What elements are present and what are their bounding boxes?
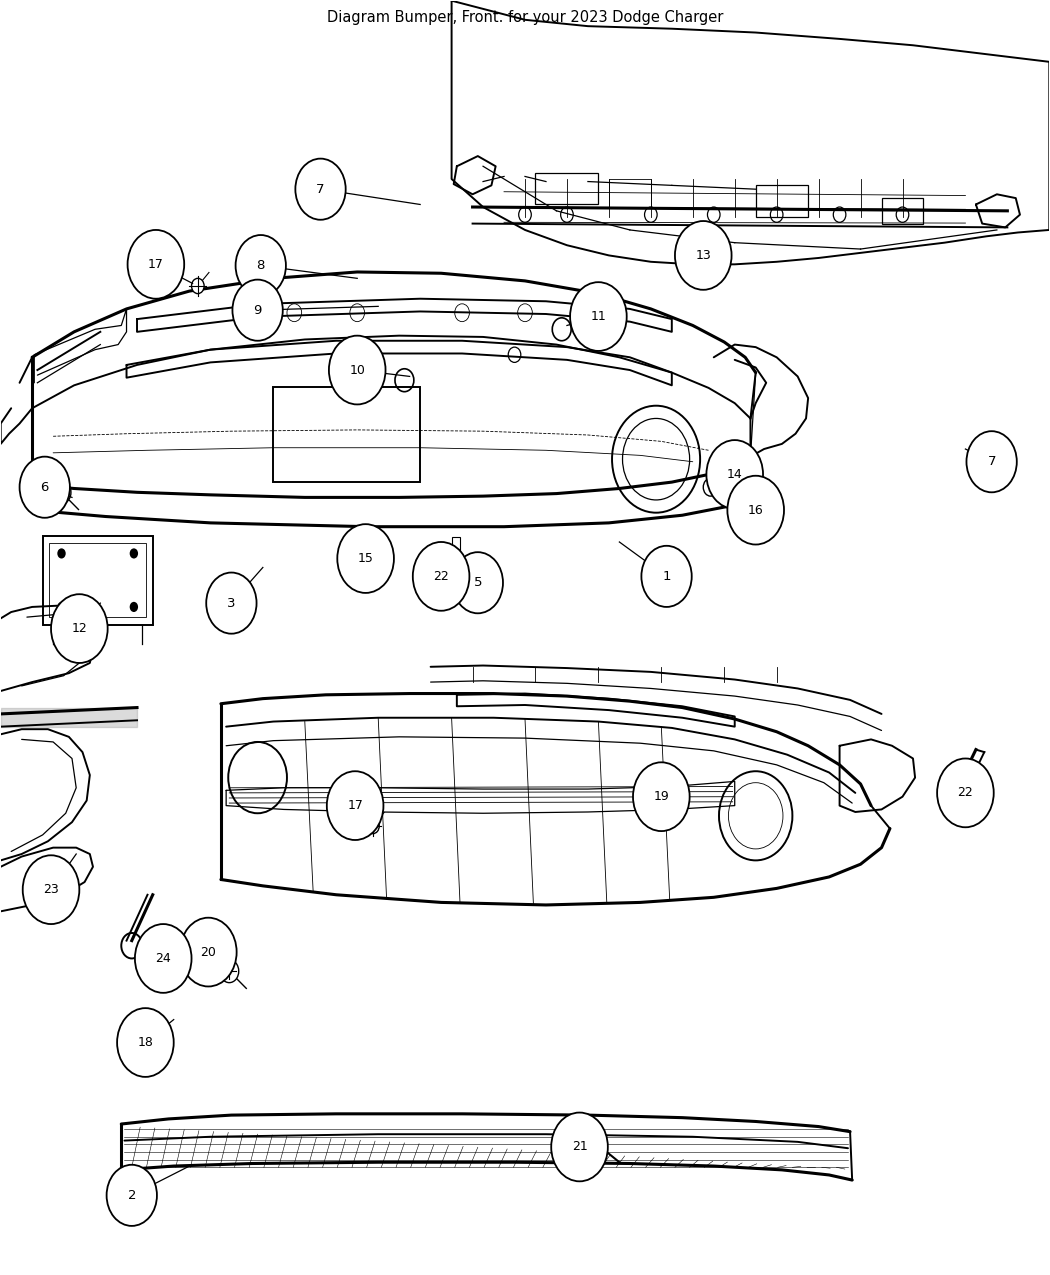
Text: 13: 13 xyxy=(695,249,711,261)
Circle shape xyxy=(704,478,718,496)
Circle shape xyxy=(675,221,732,289)
Circle shape xyxy=(327,771,383,840)
Text: 16: 16 xyxy=(748,504,763,516)
Text: 11: 11 xyxy=(590,310,606,323)
Circle shape xyxy=(232,279,282,340)
Text: 5: 5 xyxy=(474,576,482,589)
Text: 24: 24 xyxy=(155,952,171,965)
Circle shape xyxy=(180,918,236,987)
Circle shape xyxy=(337,524,394,593)
Text: 22: 22 xyxy=(958,787,973,799)
Circle shape xyxy=(551,1113,608,1182)
Text: 9: 9 xyxy=(253,303,261,316)
Text: 18: 18 xyxy=(138,1037,153,1049)
Bar xyxy=(452,537,460,555)
Bar xyxy=(536,172,598,204)
Circle shape xyxy=(58,602,66,612)
Circle shape xyxy=(368,565,379,578)
Circle shape xyxy=(20,456,70,518)
Text: 10: 10 xyxy=(350,363,365,376)
Text: 3: 3 xyxy=(227,597,235,609)
Text: 23: 23 xyxy=(43,884,59,896)
Circle shape xyxy=(329,335,385,404)
Circle shape xyxy=(937,759,993,827)
Bar xyxy=(609,179,651,207)
Text: 15: 15 xyxy=(358,552,374,565)
Text: 17: 17 xyxy=(348,799,363,812)
Circle shape xyxy=(732,506,751,529)
Circle shape xyxy=(129,602,138,612)
Circle shape xyxy=(219,960,238,983)
Bar xyxy=(273,386,420,482)
Circle shape xyxy=(58,548,66,558)
Text: 1: 1 xyxy=(663,570,671,583)
Text: 12: 12 xyxy=(71,622,87,635)
Circle shape xyxy=(23,856,80,924)
Circle shape xyxy=(295,158,345,219)
Bar xyxy=(49,543,146,617)
Text: 7: 7 xyxy=(316,182,324,195)
Circle shape xyxy=(235,235,286,296)
Circle shape xyxy=(118,1009,173,1077)
Text: 8: 8 xyxy=(256,259,265,272)
Circle shape xyxy=(593,1139,608,1156)
Circle shape xyxy=(707,440,763,509)
Text: 14: 14 xyxy=(727,468,742,481)
Circle shape xyxy=(728,476,784,544)
Text: 7: 7 xyxy=(987,455,995,468)
Circle shape xyxy=(206,572,256,634)
Bar xyxy=(43,536,152,625)
Circle shape xyxy=(51,594,108,663)
Text: 19: 19 xyxy=(653,790,669,803)
Circle shape xyxy=(642,546,692,607)
Circle shape xyxy=(366,819,379,834)
Bar xyxy=(882,198,923,223)
Text: 6: 6 xyxy=(41,481,49,493)
Circle shape xyxy=(129,548,138,558)
Circle shape xyxy=(134,924,191,993)
Circle shape xyxy=(128,230,184,298)
Circle shape xyxy=(191,278,204,293)
Text: 21: 21 xyxy=(571,1140,587,1154)
Text: 20: 20 xyxy=(201,946,216,959)
Text: 22: 22 xyxy=(434,570,449,583)
Circle shape xyxy=(570,282,627,351)
Text: 2: 2 xyxy=(127,1188,136,1202)
Circle shape xyxy=(413,542,469,611)
Circle shape xyxy=(966,431,1016,492)
Circle shape xyxy=(52,481,71,504)
Circle shape xyxy=(107,1165,156,1225)
Circle shape xyxy=(633,762,690,831)
Text: 17: 17 xyxy=(148,258,164,270)
Bar xyxy=(756,185,808,217)
Circle shape xyxy=(453,552,503,613)
Text: Diagram Bumper, Front. for your 2023 Dodge Charger: Diagram Bumper, Front. for your 2023 Dod… xyxy=(327,10,723,24)
